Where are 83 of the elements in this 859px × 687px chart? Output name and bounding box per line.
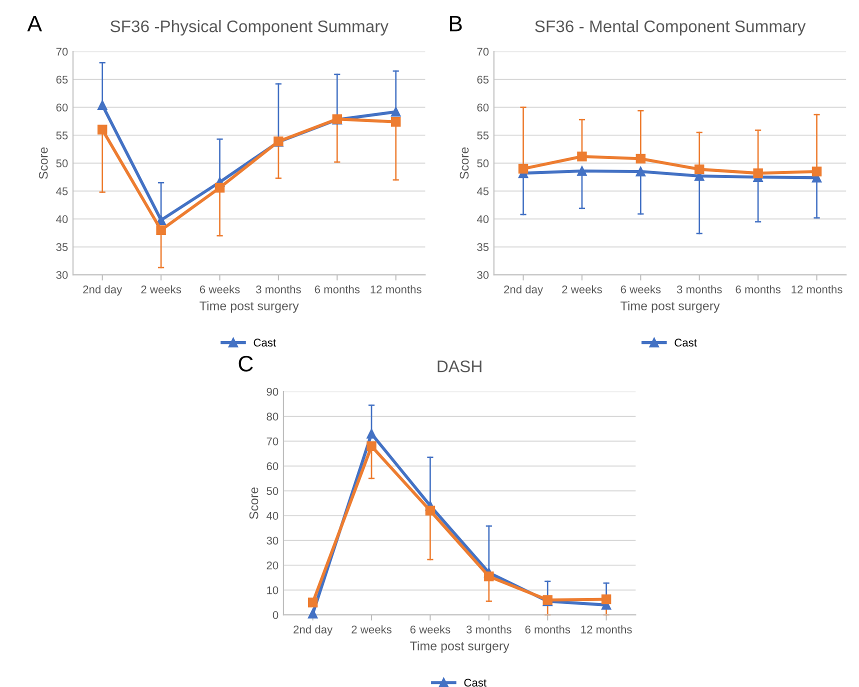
y-tick-label: 50 [266, 487, 278, 495]
point [812, 166, 822, 176]
point [577, 152, 587, 162]
y-tick-label: 45 [476, 187, 489, 196]
y-axis-title: Score [38, 147, 48, 179]
y-tick-label: 90 [266, 388, 278, 396]
y-tick-label: 40 [266, 512, 278, 520]
point [636, 166, 646, 176]
point [636, 154, 646, 164]
point [390, 106, 401, 117]
y-axis-title: Score [460, 147, 469, 179]
y-tick-label: 0 [272, 611, 278, 619]
point [753, 168, 763, 178]
chart-title: DASH [438, 360, 482, 372]
y-tick-label: 20 [266, 562, 278, 570]
y-tick-label: 70 [477, 48, 489, 56]
x-tick-label: 2 weeks [562, 285, 602, 294]
point [425, 506, 436, 516]
y-tick-label: 80 [266, 412, 278, 421]
x-tick-label: 6 months [525, 625, 570, 634]
text: A [27, 16, 42, 32]
y-tick-label: 65 [56, 76, 68, 84]
x-tick-label: 6 months [736, 285, 781, 294]
x-tick-label: 6 months [314, 285, 360, 294]
x-tick-label: 2nd day [83, 285, 122, 296]
chart-title: SF36 - Mental Component Summary [535, 20, 806, 36]
x-tick-label: 6 weeks [200, 285, 240, 294]
x-tick-label: 6 weeks [620, 285, 661, 294]
chart-title: SF36 -Physical Component Summary [110, 20, 388, 36]
y-tick-label: 60 [477, 104, 489, 112]
x-axis-title: Time post surgery [410, 641, 510, 653]
y-tick-label: 70 [266, 437, 278, 446]
y-axis-title: Score [249, 487, 258, 519]
y-tick-label: 30 [56, 271, 68, 279]
y-tick-label: 30 [477, 271, 489, 279]
y-tick-label: 60 [266, 462, 278, 470]
x-tick-label: 2nd day [504, 285, 544, 296]
point [308, 608, 318, 618]
y-tick-label: 50 [477, 159, 489, 168]
x-tick-label: 12 months [581, 625, 632, 634]
y-tick-label: 70 [56, 48, 68, 56]
point [601, 594, 612, 604]
point [156, 225, 166, 236]
y-tick-label: 60 [56, 104, 68, 112]
x-tick-label: 12 months [792, 285, 842, 294]
x-axis-title: Time post surgery [200, 301, 299, 313]
text: B [450, 16, 462, 32]
y-tick-label: 30 [266, 536, 278, 545]
point [366, 441, 376, 452]
y-tick-label: 40 [56, 215, 68, 224]
y-tick-label: 50 [56, 159, 68, 168]
x-tick-label: 2 weeks [352, 625, 392, 634]
y-tick-label: 10 [267, 586, 278, 594]
point [214, 182, 225, 193]
x-tick-label: 3 months [466, 625, 512, 634]
legend-label: Cast [254, 338, 276, 347]
text: C [238, 356, 253, 372]
x-tick-label: 2 weeks [141, 285, 182, 294]
y-tick-label: 45 [56, 187, 68, 196]
point [694, 164, 704, 174]
y-tick-label: 55 [56, 132, 68, 140]
y-tick-label: 40 [476, 215, 489, 224]
point [518, 164, 528, 174]
x-tick-label: 2nd day [294, 625, 333, 636]
point [484, 572, 494, 582]
y-tick-label: 35 [477, 243, 489, 252]
y-tick-label: 55 [477, 132, 489, 140]
x-tick-label: 12 months [370, 285, 422, 294]
y-tick-label: 35 [56, 243, 68, 252]
legend-label: Cast [464, 678, 486, 687]
point [366, 428, 376, 439]
x-tick-label: 3 months [256, 285, 301, 294]
point [308, 598, 318, 608]
y-tick-label: 65 [477, 76, 489, 84]
point [98, 124, 108, 135]
x-tick-label: 3 months [676, 285, 722, 294]
x-axis-title: Time post surgery [620, 301, 720, 313]
point [577, 166, 587, 176]
legend-label: Cast [674, 338, 697, 347]
point [156, 215, 166, 225]
point [98, 100, 108, 110]
x-tick-label: 6 weeks [410, 625, 450, 634]
point [390, 116, 401, 127]
